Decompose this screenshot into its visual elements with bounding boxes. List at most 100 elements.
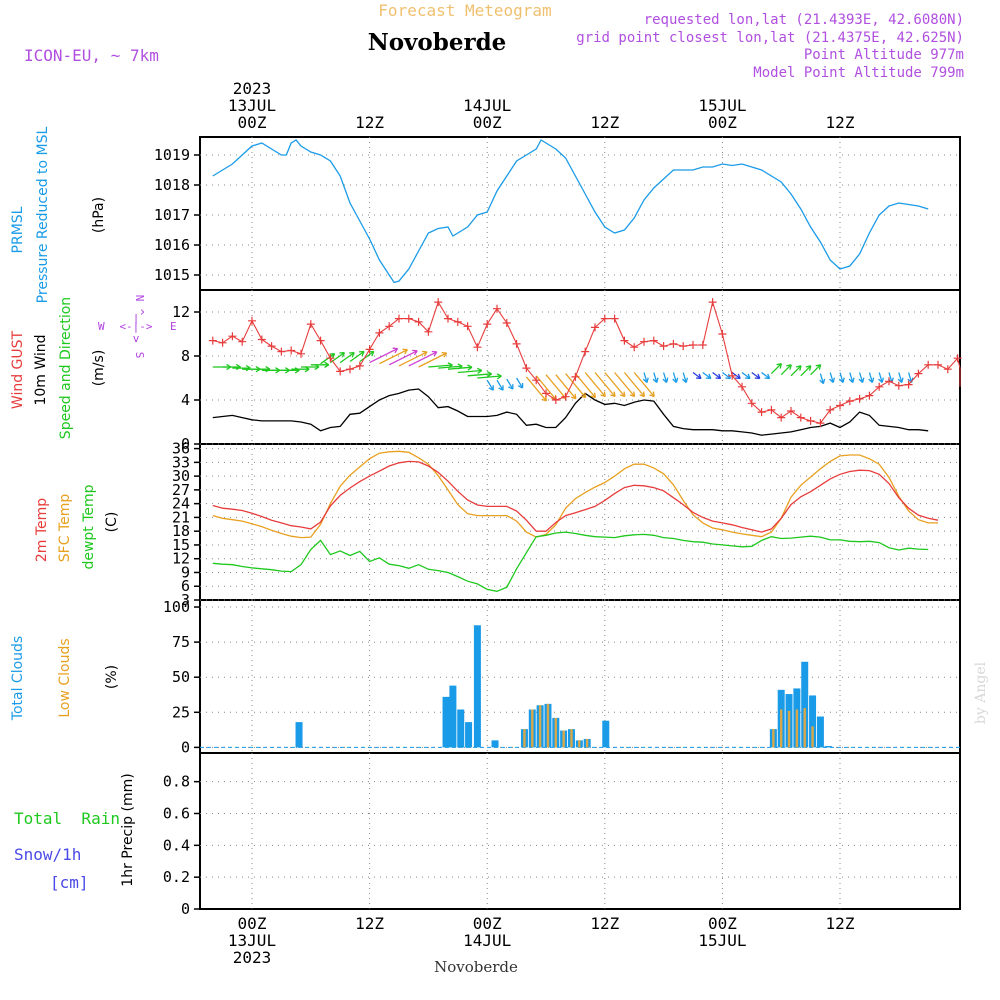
ytick-label-temp: 21 (172, 508, 190, 526)
ytick-label-pressure: 1019 (154, 146, 190, 164)
wind-arrowhead (672, 377, 679, 383)
wind-arrowhead (358, 350, 365, 357)
wind-arrowhead (324, 361, 330, 368)
wind-direction-arrow (457, 369, 482, 374)
cloud-unit: (%) (104, 665, 120, 689)
wind-direction-arrow (418, 352, 447, 368)
wind-gust-point (787, 407, 795, 415)
wind-gust-point (218, 338, 227, 347)
low-cloud-bar (795, 709, 799, 748)
pressure-line (212, 139, 929, 284)
wind-arrowhead (619, 391, 626, 398)
wind-arrowhead (600, 391, 606, 398)
wind-arrowhead (838, 377, 845, 383)
wind-arrowhead (349, 351, 355, 358)
wind-gust-point (257, 335, 266, 344)
wind-arrowhead (498, 385, 504, 391)
wind-gust-point (228, 332, 237, 341)
low-cloud-bar (570, 729, 573, 748)
wind-gust-point (551, 396, 560, 404)
wind-arrowhead (392, 347, 399, 354)
wind-direction-arrow (623, 372, 645, 397)
wind-direction-arrow (584, 372, 606, 397)
ytick-label-temp: 27 (172, 481, 190, 499)
ytick-label-temp: 24 (172, 495, 190, 513)
total-cloud-bar (449, 685, 457, 748)
wind-arrowhead (517, 383, 524, 389)
cloud-total-label: Total Clouds (10, 636, 26, 721)
top-time-label: 2023 (233, 79, 272, 98)
wind-gust-point (738, 382, 746, 391)
wind-gust-point (297, 349, 305, 358)
compass-s: S (133, 352, 146, 359)
wind-gust-point (395, 314, 403, 323)
wind-arrowhead (805, 365, 812, 371)
wind-arrowhead (508, 384, 514, 390)
ytick-label-temp: 18 (172, 522, 190, 540)
compass-w: W (98, 320, 105, 333)
wind-direction-arrow (496, 379, 504, 391)
wind-gust-point (728, 371, 737, 380)
precip-cm-label: [cm] (50, 873, 89, 892)
wind-direction-arrow (800, 365, 812, 377)
precip-snow-label: Snow/1h (14, 845, 81, 864)
bottom-time-label: 12Z (826, 914, 855, 933)
ytick-label-precip: 0 (181, 900, 190, 918)
temp-2m-label: 2m Temp (34, 498, 50, 562)
wind-arrowhead (897, 377, 904, 383)
wind-gust-point (591, 323, 599, 332)
wind-direction-arrow (819, 373, 825, 384)
wind-direction-arrow (741, 371, 751, 380)
compass-v3: v (133, 332, 140, 345)
wind-direction-arrow (555, 374, 577, 400)
wind-direction-arrow (751, 371, 761, 380)
wind-arrowhead (488, 385, 494, 391)
compass-rose: N ^ | W <-|-> E v S (98, 295, 177, 359)
wind-direction-arrow (898, 372, 903, 383)
wind-arrowhead (642, 377, 649, 383)
wind-gust-point (620, 336, 629, 345)
total-cloud-bar (824, 745, 832, 748)
top-time-label: 12Z (590, 113, 619, 132)
wind-gust-point (757, 408, 766, 417)
ytick-label-precip: 0.8 (163, 773, 190, 791)
wind-gust-point (659, 342, 668, 351)
wind-direction-arrow (868, 372, 874, 383)
wind-gust-point (493, 304, 501, 313)
wind-gust-point (306, 320, 315, 329)
cloud-low-label: Low Clouds (57, 638, 73, 717)
ytick-label-clouds: 75 (172, 633, 190, 651)
wind-gust-point (953, 354, 962, 363)
wind-direction-arrow (438, 365, 463, 369)
wind-gust-point (806, 416, 815, 425)
pressure-label-long: Pressure Reduced to MSL (35, 126, 51, 303)
pressure-label-prmsl: PRMSL (10, 206, 26, 253)
wind-gust-label: Wind GUST (10, 330, 26, 409)
pressure-unit: (hPa) (91, 197, 107, 233)
wind-gust-point (346, 365, 354, 374)
wind-gust-point (708, 298, 717, 307)
low-cloud-bar (554, 717, 557, 748)
wind-gust-point (385, 322, 394, 331)
ytick-label-precip: 0.4 (163, 836, 190, 854)
bottom-time-label: 12Z (590, 914, 619, 933)
wind-gust-point (885, 377, 893, 386)
wind-direction-arrow (565, 373, 587, 399)
bottom-time-label: 00Z (238, 914, 267, 933)
wind-gust-point (875, 382, 884, 391)
wind-arrowhead (421, 350, 428, 357)
wind-gust-point (522, 364, 531, 373)
wind-gust-point (679, 342, 688, 351)
wind-direction-arrow (447, 366, 473, 370)
ytick-label-precip: 0.6 (163, 804, 190, 822)
wind-arrowhead (735, 373, 741, 380)
wind-gust-point (267, 342, 276, 351)
wind-direction-arrow (907, 372, 913, 383)
wind-gust-point (287, 346, 296, 355)
wind-gust-point (698, 341, 707, 349)
wind-gust-point (904, 380, 913, 389)
total-cloud-bar (473, 625, 481, 748)
wind-direction-arrow (349, 350, 365, 363)
wind-arrowhead (649, 391, 655, 398)
watermark: by Angel (973, 661, 989, 724)
